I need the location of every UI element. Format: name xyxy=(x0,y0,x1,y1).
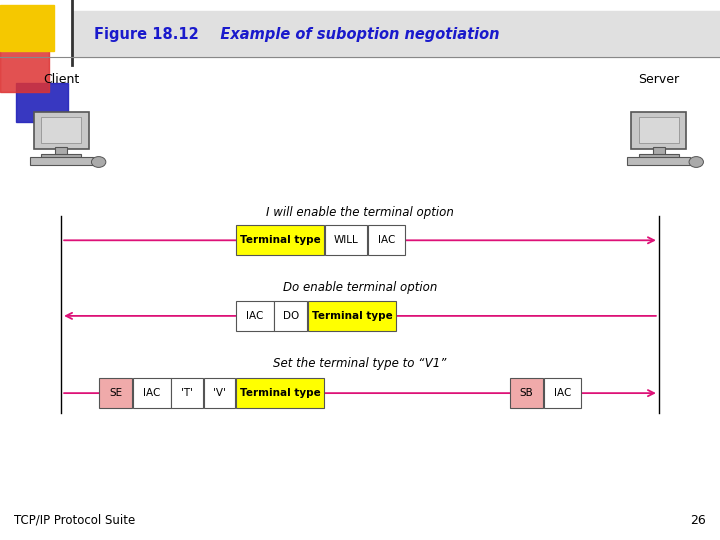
FancyBboxPatch shape xyxy=(133,378,171,408)
Text: Figure 18.12: Figure 18.12 xyxy=(94,26,198,42)
Bar xyxy=(72,11,720,57)
FancyBboxPatch shape xyxy=(308,301,396,331)
FancyBboxPatch shape xyxy=(236,225,324,255)
Text: Set the terminal type to “V1”: Set the terminal type to “V1” xyxy=(274,357,446,370)
Bar xyxy=(55,147,67,156)
FancyBboxPatch shape xyxy=(544,378,581,408)
Bar xyxy=(41,117,81,143)
FancyBboxPatch shape xyxy=(236,378,324,408)
Text: IAC: IAC xyxy=(143,388,161,398)
Text: IAC: IAC xyxy=(378,235,395,245)
Text: Server: Server xyxy=(638,73,680,86)
Circle shape xyxy=(689,157,703,167)
FancyBboxPatch shape xyxy=(510,378,543,408)
Circle shape xyxy=(91,157,106,167)
Text: Do enable terminal option: Do enable terminal option xyxy=(283,281,437,294)
Text: DO: DO xyxy=(283,311,299,321)
FancyBboxPatch shape xyxy=(204,378,235,408)
Text: IAC: IAC xyxy=(554,388,571,398)
FancyBboxPatch shape xyxy=(368,225,405,255)
FancyBboxPatch shape xyxy=(325,225,367,255)
Bar xyxy=(653,147,665,156)
Text: Terminal type: Terminal type xyxy=(240,235,320,245)
Text: SE: SE xyxy=(109,388,122,398)
Text: I will enable the terminal option: I will enable the terminal option xyxy=(266,206,454,219)
Bar xyxy=(41,154,81,158)
Text: 26: 26 xyxy=(690,514,706,526)
Text: Example of suboption negotiation: Example of suboption negotiation xyxy=(205,26,500,42)
FancyBboxPatch shape xyxy=(631,112,686,149)
Text: SB: SB xyxy=(519,388,534,398)
Text: Client: Client xyxy=(43,73,79,86)
FancyBboxPatch shape xyxy=(99,378,132,408)
Bar xyxy=(639,154,679,158)
Bar xyxy=(0,5,54,51)
FancyBboxPatch shape xyxy=(34,112,89,149)
Bar xyxy=(16,83,68,122)
Text: 'T': 'T' xyxy=(181,388,193,398)
FancyBboxPatch shape xyxy=(171,378,203,408)
Text: WILL: WILL xyxy=(333,235,359,245)
Bar xyxy=(639,117,679,143)
FancyBboxPatch shape xyxy=(627,157,690,165)
Text: IAC: IAC xyxy=(246,311,264,321)
FancyBboxPatch shape xyxy=(236,301,274,331)
Text: Terminal type: Terminal type xyxy=(240,388,320,398)
Text: Terminal type: Terminal type xyxy=(312,311,392,321)
Bar xyxy=(0,48,49,92)
FancyBboxPatch shape xyxy=(30,157,93,165)
Text: 'V': 'V' xyxy=(213,388,226,398)
Text: TCP/IP Protocol Suite: TCP/IP Protocol Suite xyxy=(14,514,135,526)
FancyBboxPatch shape xyxy=(274,301,307,331)
